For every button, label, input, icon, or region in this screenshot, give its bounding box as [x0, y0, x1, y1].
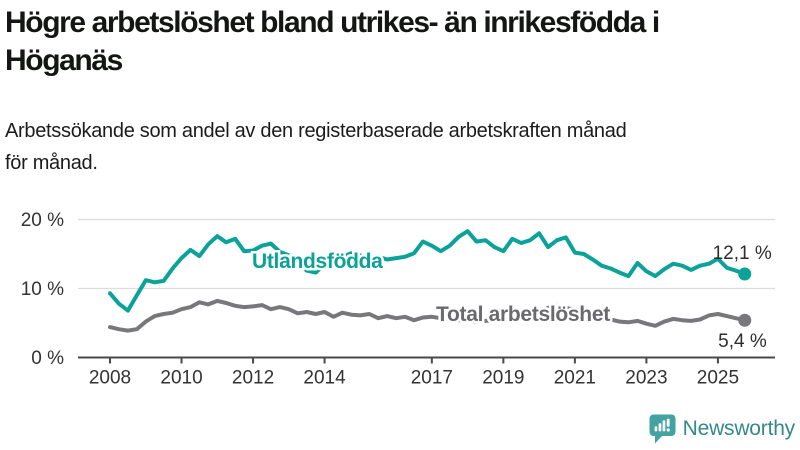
- x-tick-label: 2010: [160, 368, 202, 389]
- x-tick-label: 2012: [232, 368, 274, 389]
- newsworthy-logo[interactable]: Newsworthy: [649, 413, 795, 445]
- page-title-line-1: Högre arbetslöshet bland utrikes- än inr…: [5, 6, 660, 39]
- page-title-line-2: Höganäs: [5, 44, 123, 77]
- page-title: Högre arbetslöshet bland utrikes- än inr…: [5, 4, 797, 80]
- series-line-utlandsfodda: [108, 229, 747, 313]
- series-label-total: Total arbetslöshet: [436, 303, 610, 326]
- series-end-dot-utlandsfodda: [738, 267, 752, 281]
- x-tick-label: 2008: [89, 368, 131, 389]
- x-tick-label: 2017: [411, 368, 453, 389]
- value-label-utlandsfodda: 12,1 %: [713, 243, 772, 264]
- series-label-utlandsfodda: Utlandsfödda: [252, 250, 383, 273]
- newsworthy-logo-text: Newsworthy: [682, 417, 796, 440]
- series-line-total: [108, 298, 747, 333]
- page-subtitle: Arbetssökande som andel av den registerb…: [5, 115, 745, 179]
- page-subtitle-line-2: för månad.: [5, 152, 98, 174]
- bar-chart-speech-bubble-icon: [649, 414, 676, 444]
- x-tick-label: 2014: [303, 368, 346, 389]
- x-tick-label: 2025: [697, 368, 739, 389]
- line-chart: 2008 2010 2012 2014 2017 2019 2021 2023 2025 20 %…: [21, 210, 775, 389]
- x-tick-label: 2023: [625, 368, 667, 389]
- x-tick-label: 2019: [482, 368, 524, 389]
- value-label-total: 5,4 %: [718, 331, 767, 352]
- y-tick-label: 10 %: [21, 279, 64, 300]
- page-subtitle-line-1: Arbetssökande som andel av den registerb…: [5, 120, 627, 142]
- x-tick-label: 2021: [554, 368, 596, 389]
- y-tick-label: 0 %: [31, 348, 64, 369]
- series-end-dot-total: [738, 313, 752, 327]
- y-tick-label: 20 %: [21, 210, 64, 231]
